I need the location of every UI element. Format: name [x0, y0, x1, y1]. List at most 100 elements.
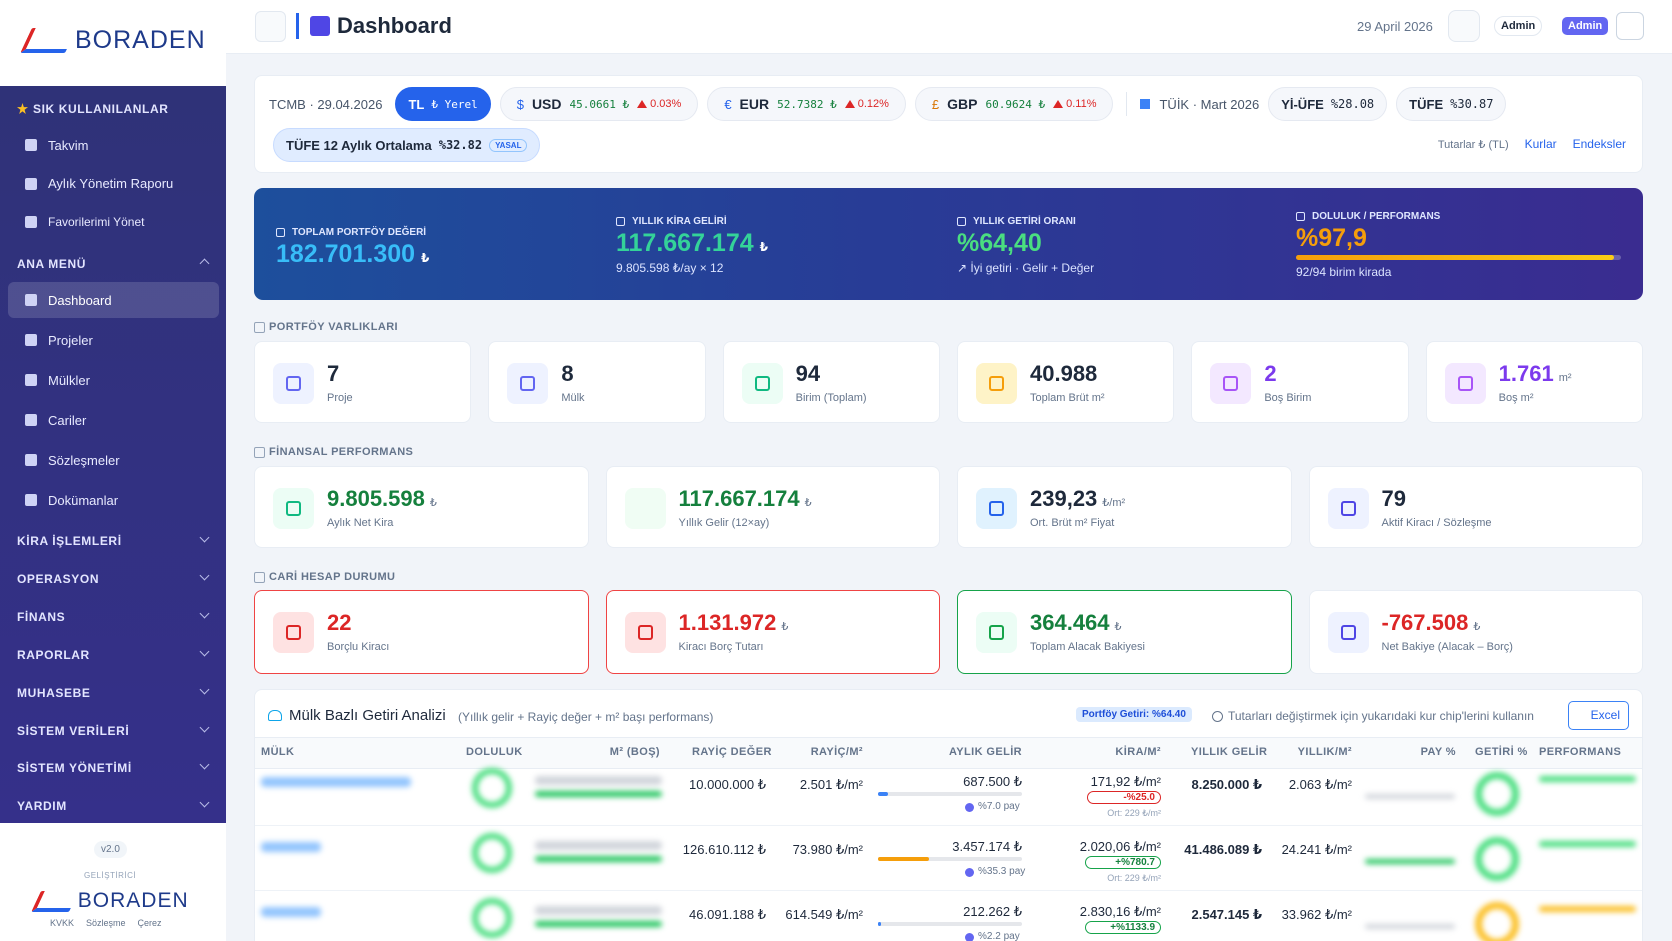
currency-change: 0.12% [857, 98, 889, 110]
currency-value: 52.7382 ₺ [777, 97, 837, 111]
yearly-income: 8.250.000 ₺ [1191, 777, 1263, 792]
stat-label: Birim (Toplam) [795, 392, 867, 404]
rent-m2: 2.830,16 ₺/m² [1079, 904, 1161, 919]
stat-value: 22 [327, 610, 352, 635]
separator [1126, 92, 1128, 116]
logo-mark [20, 28, 77, 53]
average-chip[interactable]: TÜFE 12 Aylık Ortalama %32.82 YASAL [273, 128, 541, 162]
stat-card: 117.667.174 ₺ Yıllık Gelir (12×ay) [605, 466, 940, 548]
hero-label: DOLULUK / PERFORMANS [1312, 211, 1441, 222]
currency-value: 45.0661 ₺ [569, 97, 630, 111]
menu-icon [25, 334, 37, 346]
main-menu-item[interactable]: Mülkler [8, 362, 219, 398]
stat-label: Boş m² [1498, 392, 1534, 404]
stat-label: Boş Birim [1264, 392, 1312, 404]
stat-card: 8 Mülk [488, 341, 706, 423]
collapse-button[interactable] [255, 11, 286, 42]
tl-chip[interactable]: TL ₺ Yerel [395, 87, 491, 121]
role-badge: Admin [1562, 17, 1609, 35]
blurred-gauge [472, 898, 512, 938]
index-chip[interactable]: TÜFE %30.87 [1396, 87, 1507, 121]
stat-icon [741, 363, 783, 404]
pay-track [878, 922, 1022, 926]
hero-icon [616, 217, 625, 226]
rates-link[interactable]: Kurlar [1524, 137, 1557, 151]
logo: BORADEN [20, 26, 206, 55]
favorite-item[interactable]: Aylık Yönetim Raporu [8, 166, 219, 202]
theme-button[interactable] [1448, 10, 1480, 42]
main-menu-item[interactable]: Sözleşmeler [8, 442, 219, 478]
version: v2.0 [94, 841, 127, 858]
stat-icon [1327, 612, 1369, 653]
stat-value: 239,23 [1030, 486, 1098, 511]
excel-button[interactable]: Excel [1568, 701, 1629, 730]
hero-value-row: 182.701.300 ₺ [276, 240, 429, 269]
sidebar: SIK KULLANILANLAR Takvim Aylık Yönetim Rap… [0, 0, 226, 941]
stat-glyph [989, 625, 1004, 640]
pay-label: %35.3 pay [978, 866, 1026, 877]
stat-card: 2 Boş Birim [1191, 341, 1409, 423]
row-divider [255, 825, 1642, 826]
favorite-item[interactable]: Favorilerimi Yönet [8, 204, 219, 240]
menu-label: Aylık Yönetim Raporu [48, 176, 174, 191]
menu-group[interactable]: SİSTEM VERİLERİ [17, 723, 130, 738]
menu-group[interactable]: YARDIM [17, 799, 67, 814]
user-chip[interactable]: Admin [1494, 16, 1543, 36]
blurred-performance [1539, 841, 1636, 847]
average-name: TÜFE 12 Aylık Ortalama [286, 137, 432, 153]
stat-value-row: 40.988 [1030, 361, 1097, 387]
main-menu-item[interactable]: Cariler [8, 402, 219, 438]
hero-value: 117.667.174 [616, 229, 754, 257]
column-header: KİRA/M² [1115, 746, 1161, 758]
rates-link[interactable]: Endeksler [1572, 137, 1626, 151]
menu-label: Favorilerimi Yönet [48, 215, 145, 229]
table-subtitle: (Yıllık gelir + Rayiç değer + m² başı pe… [458, 710, 714, 724]
blurred-bar [535, 921, 662, 927]
yearly-income: 41.486.089 ₺ [1184, 842, 1262, 857]
footer-link[interactable]: Sözleşme [86, 918, 126, 928]
menu-icon [25, 216, 37, 228]
currency-chip[interactable]: $ USD 45.0661 ₺ 0.03% [499, 87, 699, 121]
stat-value-row: 7 [327, 361, 339, 387]
footer-link[interactable]: KVKK [50, 918, 75, 928]
row-divider [255, 890, 1642, 891]
menu-group[interactable]: FİNANS [17, 609, 66, 624]
menu-group[interactable]: RAPORLAR [17, 647, 90, 662]
currency-chip[interactable]: £ GBP 60.9624 ₺ 0.11% [914, 87, 1114, 121]
main-menu-item[interactable]: Dokümanlar [8, 482, 219, 518]
currency-chip[interactable]: € EUR 52.7382 ₺ 0.12% [707, 87, 906, 121]
stat-icon [1327, 488, 1369, 529]
main-menu-item[interactable]: Dashboard [8, 282, 219, 318]
stat-card: 22 Borçlu Kiracı [254, 590, 589, 674]
blurred-bar [535, 791, 662, 797]
stat-value: 8 [561, 361, 574, 386]
hero-banner: TOPLAM PORTFÖY DEĞERİ 182.701.300 ₺ YILLIK … [254, 188, 1643, 300]
footer-links: KVKK Sözleşme Çerez [50, 918, 162, 928]
return-badge: Portföy Getiri: %64.40 [1076, 707, 1192, 722]
footer-link[interactable]: Çerez [137, 918, 162, 928]
stat-glyph [520, 376, 536, 391]
currency-symbol: $ [516, 96, 524, 112]
stat-icon [624, 612, 666, 653]
main-menu-item[interactable]: Projeler [8, 322, 219, 358]
blurred-bar [535, 856, 662, 862]
rayic-m2: 614.549 ₺/m² [785, 907, 863, 922]
stat-unit: ₺ [804, 497, 812, 509]
rent-diff: -%25.0 [1087, 791, 1161, 804]
blurred-name [261, 842, 321, 852]
section-title: PORTFÖY VARLIKLARI [254, 321, 398, 333]
stat-glyph [1340, 625, 1356, 640]
menu-group[interactable]: MUHASEBE [17, 685, 91, 700]
index-chip[interactable]: Yİ-ÜFE %28.08 [1268, 87, 1388, 121]
rent-diff: +%780.7 [1085, 856, 1161, 869]
stat-glyph [286, 376, 301, 391]
column-header: RAYİÇ/M² [810, 746, 863, 758]
logout-button[interactable] [1616, 12, 1644, 40]
chevron [199, 684, 210, 695]
menu-group[interactable]: OPERASYON [17, 571, 100, 586]
date: 29 April 2026 [1357, 19, 1433, 34]
favorite-item[interactable]: Takvim [8, 127, 219, 163]
menu-group[interactable]: SİSTEM YÖNETİMİ [17, 761, 132, 776]
menu-group[interactable]: KİRA İŞLEMLERİ [17, 534, 122, 548]
